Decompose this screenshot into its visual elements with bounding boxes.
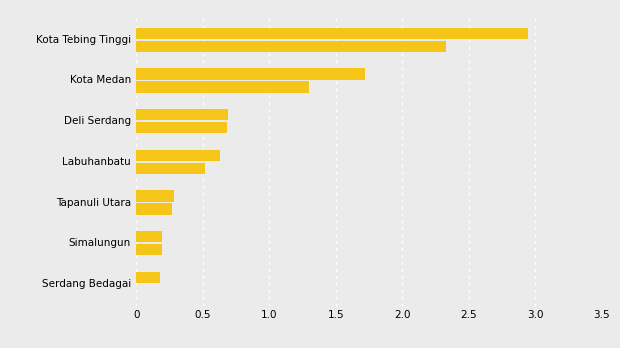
Bar (136, 272, 161, 283)
Bar (136, 27, 528, 39)
Bar (136, 190, 174, 202)
Bar (136, 150, 220, 161)
Bar (136, 109, 228, 120)
Bar (136, 81, 309, 93)
Bar (136, 231, 162, 242)
Bar (136, 244, 162, 255)
Bar (136, 163, 205, 174)
Bar (136, 122, 227, 133)
Bar (136, 203, 172, 215)
Bar (136, 68, 365, 80)
Bar (136, 41, 446, 52)
